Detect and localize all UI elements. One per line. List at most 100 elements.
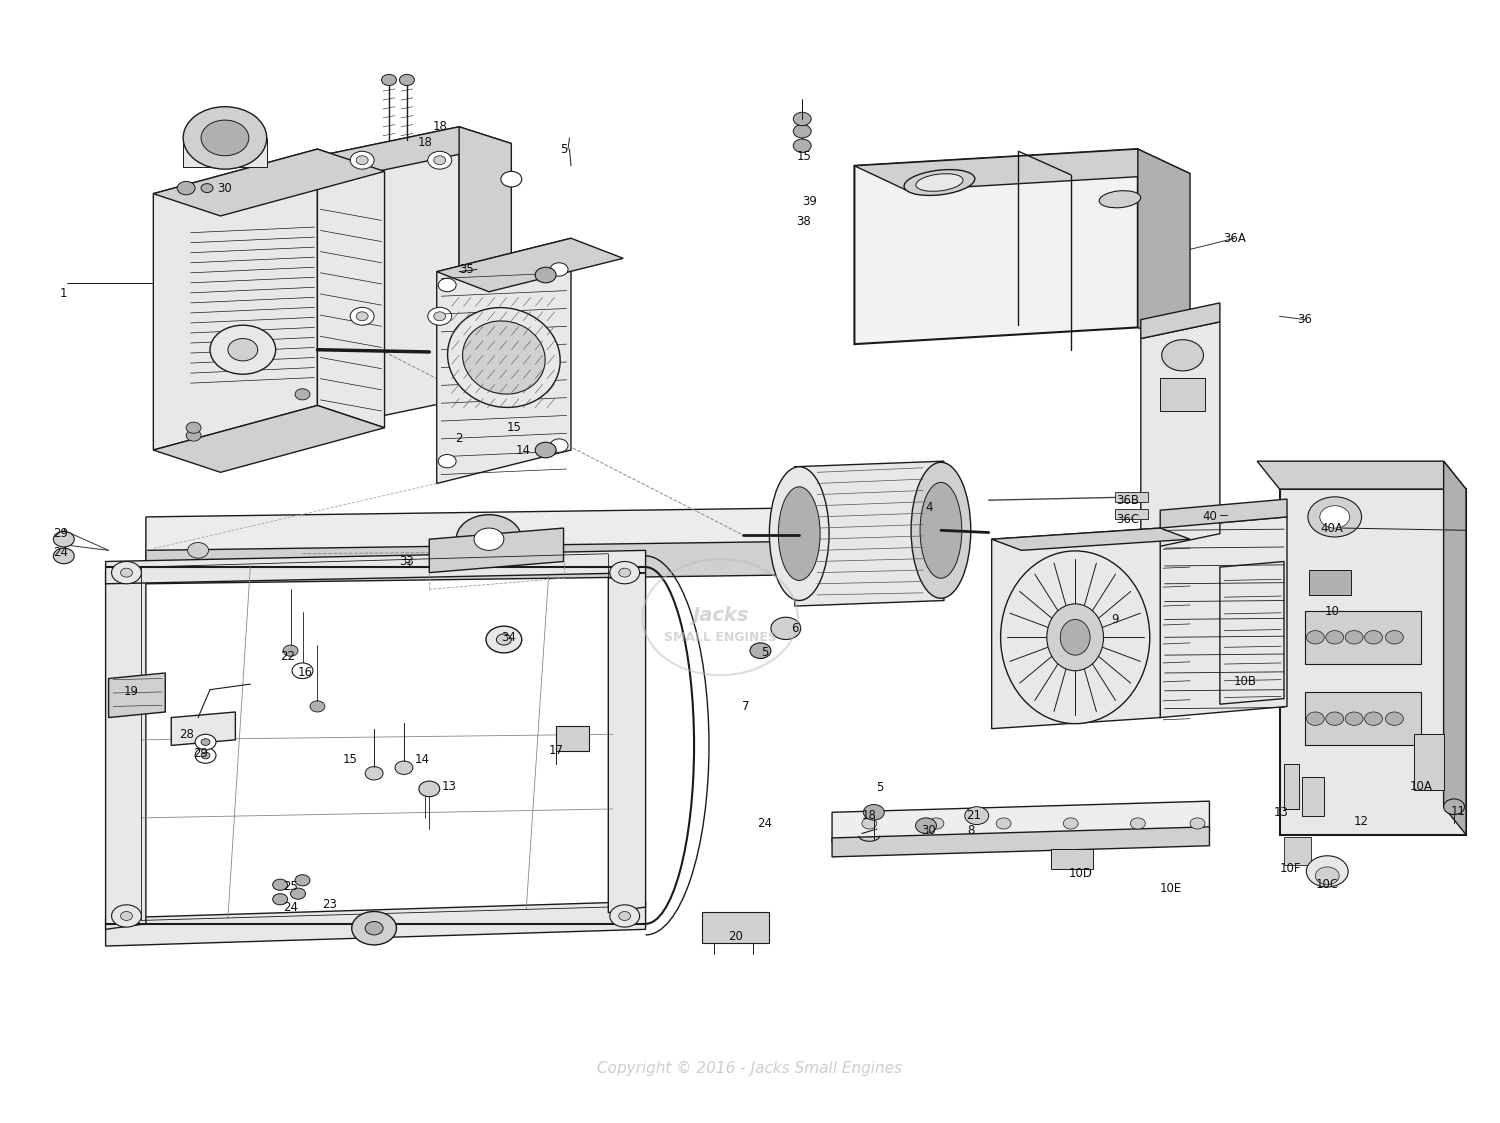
- Circle shape: [928, 818, 944, 829]
- Circle shape: [364, 767, 382, 780]
- Polygon shape: [105, 550, 645, 584]
- Polygon shape: [105, 902, 645, 946]
- Circle shape: [1365, 712, 1383, 725]
- Bar: [1160, 377, 1204, 411]
- Circle shape: [1161, 339, 1203, 371]
- Circle shape: [794, 112, 812, 126]
- Polygon shape: [326, 127, 459, 428]
- Polygon shape: [1280, 489, 1466, 834]
- Text: 8: 8: [968, 823, 975, 837]
- Circle shape: [438, 279, 456, 292]
- Text: 36: 36: [1298, 313, 1312, 326]
- Circle shape: [438, 455, 456, 468]
- Bar: [1284, 837, 1311, 865]
- Circle shape: [296, 389, 310, 400]
- Text: 9: 9: [1112, 613, 1119, 626]
- Circle shape: [1443, 798, 1464, 814]
- Text: 29: 29: [194, 747, 208, 760]
- Bar: [1305, 611, 1420, 664]
- Text: 14: 14: [516, 444, 531, 457]
- Text: 21: 21: [966, 810, 981, 822]
- Text: 24: 24: [758, 816, 772, 830]
- Circle shape: [1306, 856, 1348, 887]
- Circle shape: [771, 618, 801, 639]
- Polygon shape: [992, 528, 1190, 550]
- Ellipse shape: [920, 483, 962, 578]
- Circle shape: [201, 184, 213, 192]
- Text: 2: 2: [456, 432, 464, 446]
- Circle shape: [54, 548, 75, 564]
- Text: 30: 30: [921, 823, 936, 837]
- Polygon shape: [153, 149, 384, 216]
- Circle shape: [273, 894, 288, 905]
- Text: 15: 15: [796, 150, 812, 163]
- Circle shape: [291, 888, 306, 900]
- Text: 33: 33: [399, 555, 414, 568]
- Text: 5: 5: [560, 143, 567, 156]
- Circle shape: [195, 748, 216, 764]
- Text: 3: 3: [404, 558, 411, 572]
- Polygon shape: [1443, 462, 1466, 834]
- Bar: [1305, 692, 1420, 746]
- Text: 18: 18: [417, 136, 432, 149]
- Ellipse shape: [778, 486, 820, 581]
- Circle shape: [210, 326, 276, 374]
- Circle shape: [427, 308, 451, 326]
- Polygon shape: [1160, 517, 1287, 718]
- Polygon shape: [795, 462, 944, 606]
- Text: 13: 13: [441, 780, 456, 793]
- Polygon shape: [146, 505, 958, 562]
- Circle shape: [201, 739, 210, 746]
- Circle shape: [228, 338, 258, 360]
- Circle shape: [273, 879, 288, 891]
- Polygon shape: [992, 528, 1160, 729]
- Ellipse shape: [770, 467, 830, 601]
- Text: 10C: 10C: [1316, 878, 1340, 892]
- Text: 24: 24: [54, 546, 69, 559]
- Bar: [1116, 492, 1149, 502]
- Text: 10F: 10F: [1280, 861, 1300, 875]
- Polygon shape: [153, 149, 318, 450]
- Circle shape: [1064, 818, 1078, 829]
- Circle shape: [1386, 712, 1404, 725]
- Circle shape: [292, 663, 314, 678]
- Text: 30: 30: [217, 182, 232, 194]
- Ellipse shape: [447, 308, 560, 408]
- Text: 22: 22: [280, 650, 296, 663]
- Text: 40: 40: [1202, 511, 1216, 523]
- Text: 36C: 36C: [1116, 512, 1138, 526]
- Ellipse shape: [904, 170, 975, 195]
- Polygon shape: [1138, 149, 1190, 351]
- Polygon shape: [429, 528, 564, 573]
- Circle shape: [1326, 631, 1344, 643]
- Circle shape: [1346, 712, 1364, 725]
- Circle shape: [120, 912, 132, 921]
- Text: 12: 12: [1354, 814, 1370, 828]
- Bar: [1116, 509, 1149, 519]
- Circle shape: [862, 818, 877, 829]
- Polygon shape: [1160, 499, 1287, 528]
- Circle shape: [195, 734, 216, 750]
- Circle shape: [350, 152, 374, 170]
- Polygon shape: [1142, 303, 1220, 338]
- Circle shape: [120, 568, 132, 577]
- Circle shape: [356, 156, 368, 165]
- Circle shape: [1316, 867, 1340, 885]
- Polygon shape: [146, 539, 958, 584]
- Circle shape: [486, 627, 522, 652]
- Text: 10E: 10E: [1160, 882, 1182, 895]
- Circle shape: [381, 74, 396, 85]
- Text: 18: 18: [432, 120, 447, 134]
- Text: 13: 13: [1274, 806, 1288, 819]
- Circle shape: [794, 125, 812, 138]
- Circle shape: [1306, 712, 1324, 725]
- Polygon shape: [436, 238, 622, 292]
- Text: 28: 28: [178, 728, 194, 741]
- Circle shape: [111, 905, 141, 928]
- Text: 10: 10: [1324, 605, 1340, 618]
- Text: 20: 20: [728, 930, 742, 942]
- Text: 5: 5: [876, 782, 884, 794]
- Circle shape: [794, 139, 812, 153]
- Circle shape: [474, 528, 504, 550]
- Circle shape: [610, 562, 639, 584]
